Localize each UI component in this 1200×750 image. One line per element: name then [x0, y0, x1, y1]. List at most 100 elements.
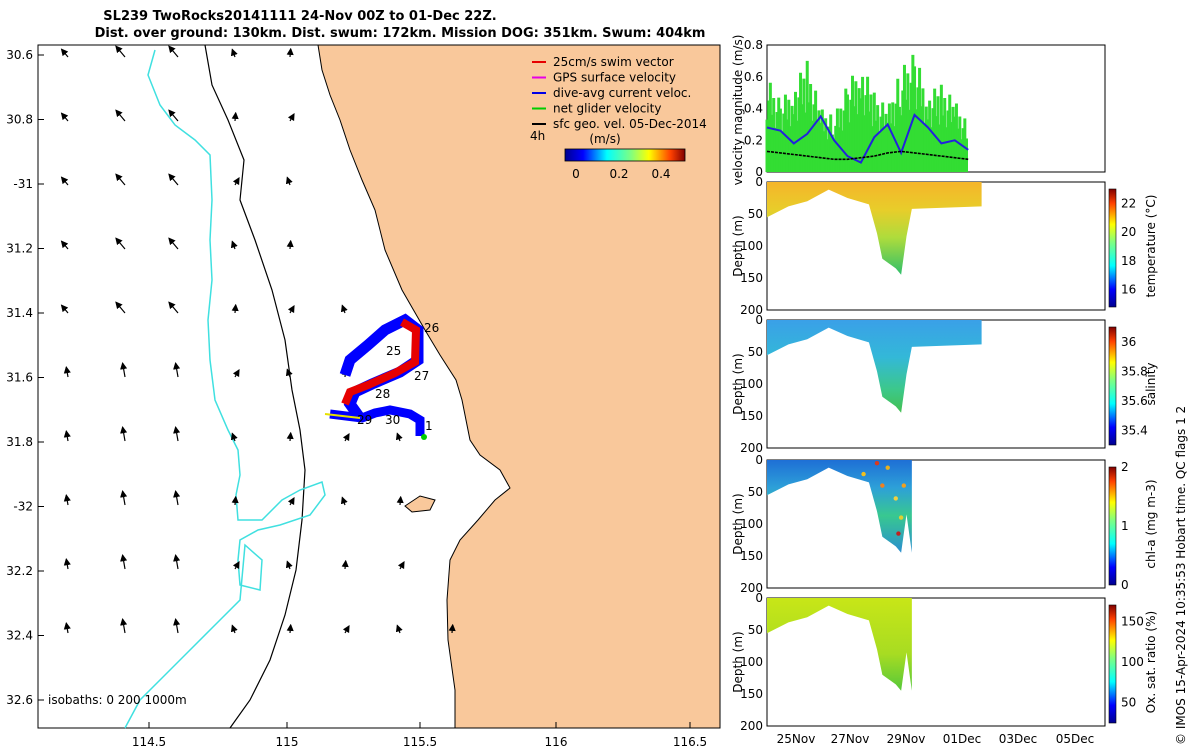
credit-footer: © IMOS 15-Apr-2024 10:35:53 Hobart time.… — [1174, 406, 1188, 745]
glider-track — [324, 313, 427, 440]
temperature-ytick: 150 — [740, 271, 763, 285]
velocity-ytick: 0 — [755, 165, 763, 179]
temperature-ytick: 200 — [740, 303, 763, 317]
lat-tick-label: 31.6 — [6, 371, 33, 385]
oxygen-section — [767, 598, 912, 691]
velocity-arrow — [120, 618, 128, 634]
chl-hotspot — [896, 531, 901, 536]
colorbar-ticks: 0 0.2 0.4 — [572, 167, 670, 181]
track-blue-south — [329, 405, 425, 436]
velocity-arrow — [340, 496, 348, 506]
salinity-ytick: 200 — [740, 441, 763, 455]
velocity-arrow — [60, 304, 69, 314]
velocity-arrow — [115, 301, 126, 314]
day-label: 28 — [375, 387, 390, 401]
time-tick-label: 03Dec — [999, 732, 1038, 746]
time-tick-label: 25Nov — [777, 732, 816, 746]
lat-tick-label: 32.2 — [6, 564, 33, 578]
velocity-arrow — [287, 305, 295, 314]
oxygen-ylabel: Depth (m) — [731, 631, 745, 692]
velocity-arrow — [168, 237, 179, 250]
temperature-colorbar-tick: 16 — [1121, 283, 1136, 297]
day-label: 26 — [424, 321, 439, 335]
temperature-ytick: 100 — [740, 239, 763, 253]
velocity-arrow — [115, 45, 126, 58]
velocity-ylabel: velocity magnitude (m/s) — [731, 35, 745, 186]
chl-colorbar-tick: 0 — [1121, 578, 1129, 592]
velocity-arrow — [60, 176, 69, 186]
chart-title: SL239 TwoRocks20141111 24-Nov 00Z to 01-… — [103, 9, 497, 24]
lon-tick-label: 116.5 — [673, 735, 707, 749]
isobath-1000 — [124, 49, 326, 729]
salinity-ylabel: Depth (m) — [731, 353, 745, 414]
dive-avg-line — [766, 113, 969, 164]
temperature-panel: 0 50 100 150 200 Depth (m) 22 20 18 16 temperature… — [731, 175, 1158, 317]
velocity-arrow — [63, 558, 71, 570]
time-axis: 25Nov 27Nov 29Nov 01Dec 03Dec 05Dec — [777, 732, 1095, 746]
colorbar-tick: 0.4 — [651, 167, 670, 181]
velocity-arrow — [60, 48, 69, 58]
velocity-arrow — [63, 430, 71, 442]
legend-label: GPS surface velocity — [553, 71, 676, 85]
chl-section — [767, 460, 912, 553]
chl-ytick: 100 — [740, 517, 763, 531]
temperature-ytick: 0 — [755, 175, 763, 189]
chl-ytick: 0 — [755, 453, 763, 467]
chl-hotspot — [898, 515, 904, 520]
velocity-arrow — [168, 109, 179, 122]
velocity-arrow — [286, 623, 294, 634]
oxygen-ytick: 50 — [748, 623, 763, 637]
chl-ylabel: Depth (m) — [731, 493, 745, 554]
lat-tick-label: 31.8 — [6, 435, 33, 449]
velocity-arrow — [173, 554, 181, 570]
velocity-arrow — [173, 362, 181, 378]
velocity-ytick: 0.2 — [744, 133, 763, 147]
track-yellow — [324, 413, 361, 419]
velocity-arrow — [120, 554, 128, 570]
track-red — [341, 318, 421, 406]
velocity-arrow — [230, 432, 238, 442]
temperature-section — [767, 182, 982, 275]
velocity-arrow — [395, 624, 403, 634]
salinity-colorbar-tick: 35.4 — [1121, 423, 1148, 437]
velocity-arrow — [232, 369, 240, 378]
salinity-colorbar-tick: 36 — [1121, 335, 1136, 349]
lat-tick-label: 30.6 — [6, 48, 33, 62]
oxygen-colorbar-tick: 150 — [1121, 614, 1144, 628]
chl-hotspot — [901, 483, 907, 488]
velocity-ytick: 0.6 — [744, 70, 763, 84]
chl-hotspot — [861, 471, 866, 477]
surface-velocity-field — [60, 45, 456, 634]
velocity-arrow — [285, 368, 293, 378]
legend-label: net glider velocity — [553, 102, 661, 116]
temperature-colorbar-tick: 20 — [1121, 225, 1136, 239]
velocity-arrow — [230, 48, 238, 58]
velocity-arrow — [60, 112, 69, 122]
lat-tick-label: 31.2 — [6, 242, 33, 256]
colorbar-label: (m/s) — [589, 132, 620, 146]
velocity-arrow — [60, 240, 69, 250]
velocity-arrow — [396, 495, 404, 506]
temperature-colorbar-tick: 22 — [1121, 196, 1136, 210]
velocity-arrow — [285, 176, 293, 186]
velocity-arrow — [173, 426, 181, 442]
velocity-arrow — [342, 433, 350, 442]
lon-tick-label: 116 — [545, 735, 568, 749]
velocity-arrow — [286, 47, 294, 58]
isobath-200 — [204, 44, 306, 729]
velocity-arrow — [230, 240, 238, 250]
velocity-arrow — [173, 618, 181, 634]
time-tick-label: 29Nov — [887, 732, 926, 746]
velocity-arrow — [63, 366, 71, 378]
salinity-colorbar-tick: 35.6 — [1121, 394, 1148, 408]
temperature-ytick: 50 — [748, 207, 763, 221]
lon-tick-label: 114.5 — [132, 735, 166, 749]
legend-label: dive-avg current veloc. — [553, 86, 691, 100]
chl-hotspot — [885, 465, 890, 470]
day-label: 30 — [385, 413, 400, 427]
oxygen-colorbar-label: Ox. sat. ratio (%) — [1144, 611, 1158, 713]
chl-panel: 0 50 100 150 200 Depth (m) 2 1 0 chl-a (mg m-3) — [731, 453, 1158, 595]
chl-ytick: 150 — [740, 549, 763, 563]
chart-subtitle: Dist. over ground: 130km. Dist. swum: 17… — [94, 26, 706, 41]
